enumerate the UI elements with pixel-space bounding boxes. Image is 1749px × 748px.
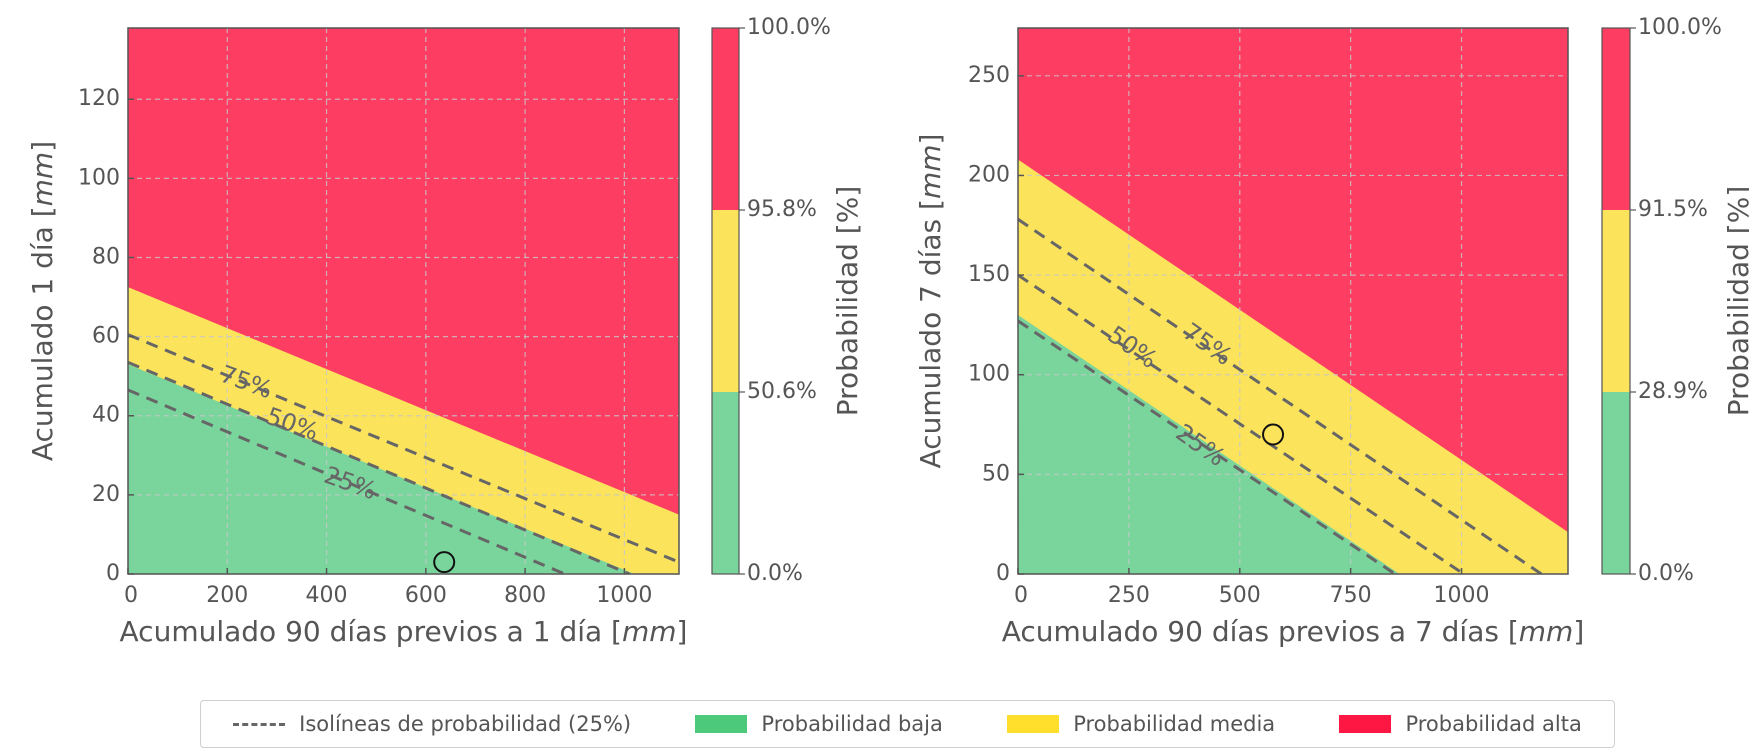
- colorbar-high: [1602, 28, 1630, 210]
- legend-item-low: Probabilidad baja: [695, 712, 943, 736]
- x-tick-label: 0: [1014, 583, 1028, 608]
- x-tick-label: 500: [1219, 583, 1261, 608]
- colorbar-frame: [1601, 27, 1631, 575]
- legend: Isolíneas de probabilidad (25%) Probabil…: [200, 700, 1615, 748]
- colorbar-tick-label: 28.9%: [1638, 379, 1708, 404]
- isoline-50: [128, 360, 630, 574]
- y-tick-label: 150: [968, 262, 1010, 287]
- colorbar: 100.0% 95.8% 50.6% 0.0% Probabilidad [%]: [711, 15, 864, 586]
- legend-low-label: Probabilidad baja: [761, 712, 943, 736]
- observed-point: [433, 551, 456, 574]
- region-low: [1018, 314, 1400, 574]
- plot-frame: [127, 27, 680, 575]
- y-tick-label: 60: [92, 324, 120, 349]
- x-tick-label: 200: [206, 583, 248, 608]
- colorbar-tick-label: 91.5%: [1638, 197, 1708, 222]
- y-tick-label: 20: [92, 482, 120, 507]
- colorbar-tick-label: 50.6%: [747, 379, 817, 404]
- y-axis-label: Acumulado 7 días [mm]: [914, 134, 947, 469]
- colorbar-medium: [1602, 210, 1630, 392]
- colorbar-low: [712, 392, 739, 574]
- medium-swatch: [1007, 715, 1060, 733]
- y-axis-label: Acumulado 1 día [mm]: [26, 141, 59, 461]
- y-tick-label: 200: [968, 162, 1010, 187]
- y-axis-unit: mm: [914, 144, 947, 199]
- legend-item-medium: Probabilidad media: [1007, 712, 1275, 736]
- high-swatch: [1339, 715, 1392, 733]
- x-tick-label: 1000: [1434, 583, 1490, 608]
- isoline-50: [1018, 273, 1465, 574]
- y-tick-label: 0: [996, 561, 1010, 586]
- colorbar-frame: [711, 27, 740, 575]
- colorbar-tick-label: 100.0%: [747, 15, 831, 40]
- legend-high-label: Probabilidad alta: [1405, 712, 1582, 736]
- y-axis-unit: mm: [26, 152, 59, 207]
- colorbar-tick-label: 95.8%: [747, 197, 817, 222]
- y-tick-label: 250: [968, 63, 1010, 88]
- legend-medium-label: Probabilidad media: [1073, 712, 1276, 736]
- chart-panel-1: 25%50%75%0 200 400 600 800 100002040608010012…: [26, 15, 864, 648]
- observed-point: [1262, 423, 1285, 446]
- x-tick-label: 400: [306, 583, 348, 608]
- y-tick-label: 50: [982, 461, 1010, 486]
- colorbar-medium: [712, 210, 739, 392]
- x-axis-label: Acumulado 90 días previos a 1 día [mm]: [120, 615, 688, 648]
- y-tick-label: 100: [78, 165, 120, 190]
- y-tick-label: 40: [92, 403, 120, 428]
- x-tick-label: 1000: [596, 583, 652, 608]
- x-tick-label: 250: [1108, 583, 1150, 608]
- x-tick-label: 600: [405, 583, 447, 608]
- isoline-25: [1018, 319, 1396, 574]
- y-tick-label: 80: [92, 244, 120, 269]
- plot-frame: [1017, 27, 1569, 575]
- x-axis-unit: mm: [622, 615, 677, 648]
- x-tick-label: 800: [504, 583, 546, 608]
- isoline-75: [1018, 218, 1543, 574]
- x-axis-label: Acumulado 90 días previos a 7 días [mm]: [1002, 615, 1585, 648]
- colorbar: 100.0% 91.5% 28.9% 0.0% Probabilidad [%]: [1601, 15, 1749, 586]
- legend-item-high: Probabilidad alta: [1339, 712, 1582, 736]
- legend-isolines-label: Isolíneas de probabilidad (25%): [299, 712, 632, 736]
- y-tick-label: 120: [78, 86, 120, 111]
- colorbar-label: Probabilidad [%]: [831, 186, 864, 417]
- colorbar-low: [1602, 392, 1630, 574]
- x-tick-label: 750: [1330, 583, 1372, 608]
- low-swatch: [695, 715, 748, 733]
- legend-item-isolines: Isolíneas de probabilidad (25%): [233, 712, 631, 736]
- chart-panel-2: 25%50% 75%0 250 500 750 1000050100150200250Ac…: [914, 15, 1749, 648]
- isoline-swatch: [233, 722, 286, 726]
- colorbar-tick-label: 0.0%: [747, 561, 803, 586]
- colorbar-label: Probabilidad [%]: [1722, 186, 1749, 417]
- x-axis-unit: mm: [1519, 615, 1574, 648]
- x-tick-label: 0: [124, 583, 138, 608]
- colorbar-tick-label: 0.0%: [1638, 561, 1694, 586]
- y-tick-label: 100: [968, 362, 1010, 387]
- colorbar-tick-label: 100.0%: [1638, 15, 1722, 40]
- colorbar-high: [712, 28, 739, 210]
- y-tick-label: 0: [106, 561, 120, 586]
